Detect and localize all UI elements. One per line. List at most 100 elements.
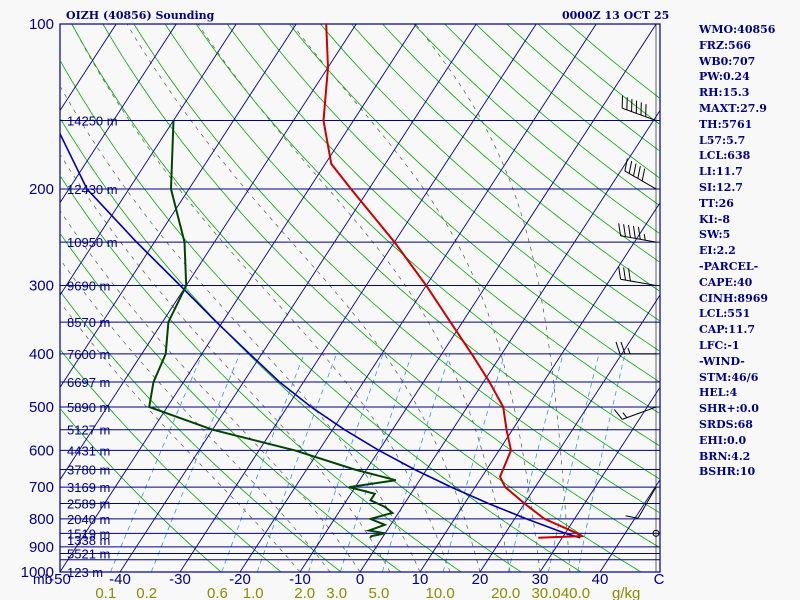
height-label: 2589 m [67, 497, 110, 512]
isotherm-line [59, 23, 117, 111]
index-item: -WIND- [699, 354, 745, 368]
index-item: LI:11.7 [699, 165, 743, 179]
wind-barb-flag [641, 168, 646, 182]
isotherm-line [59, 23, 417, 573]
dry-adiabat-line [351, 23, 661, 292]
index-item: CAP:11.7 [699, 323, 756, 337]
station-title: OIZH (40856) Sounding [66, 9, 215, 22]
wind-barb-shaft [624, 170, 657, 190]
pressure-tick-label: 500 [29, 399, 54, 416]
height-label: 123 m [67, 565, 103, 580]
wind-barb-half-flag [627, 347, 631, 355]
wind-barb-shaft [622, 406, 657, 420]
index-item: EI:2.2 [699, 244, 736, 258]
isotherm-line [359, 110, 661, 573]
temperature-tick-label: -40 [109, 571, 131, 588]
height-label: 12430 m [67, 182, 118, 197]
wind-barb [613, 406, 657, 420]
dry-adiabat-line [257, 23, 661, 383]
wind-barb-flag [620, 341, 626, 355]
height-label: 5890 m [67, 400, 110, 415]
dry-adiabat-line [413, 23, 661, 235]
indices-panel: WMO:40856 FRZ:566 WB0:707 PW:0.24 RH:15.3 MAX… [699, 22, 799, 480]
wind-barb-flag [625, 515, 639, 519]
temperature-tick-label: -50 [49, 571, 71, 588]
height-label: 1519 m [67, 526, 110, 541]
pressure-unit-label: mb [33, 571, 53, 587]
index-item: LFC:-1 [699, 338, 740, 352]
wind-barb [615, 341, 656, 355]
pressure-tick-label: 200 [29, 181, 54, 198]
dry-adiabat-line [382, 23, 661, 263]
dry-adiabat-line [59, 175, 462, 573]
index-item: PW:0.24 [699, 70, 750, 84]
dry-adiabat-line [506, 23, 661, 152]
isotherm-line [119, 23, 477, 573]
sounding-datetime: 0000Z 13 OCT 25 [562, 9, 670, 22]
mixing-ratio-tick-label: 2.0 [294, 585, 315, 600]
pressure-tick-label: 900 [29, 539, 54, 556]
index-item: LCL:551 [699, 307, 751, 321]
height-label: 5127 m [67, 423, 110, 438]
mixing-ratio-tick-label: 1.0 [243, 585, 264, 600]
dry-adiabat-line [59, 290, 342, 573]
index-item: RH:15.3 [699, 86, 750, 100]
wind-barb-flag [628, 224, 631, 238]
isotherm-line [419, 202, 661, 573]
mixing-ratio-tick-label: 3.0 [326, 585, 347, 600]
wind-barb-flag [632, 163, 637, 177]
index-item: EHI:0.0 [699, 433, 747, 447]
wind-barb [625, 486, 657, 519]
height-label: 10950 m [67, 235, 118, 250]
wind-barb [621, 95, 657, 121]
profile-layer [59, 23, 585, 539]
wind-barb-shaft [620, 235, 657, 243]
dry-adiabat-line [59, 117, 522, 573]
wind-barb-shaft [620, 278, 657, 286]
temperature-line [322, 23, 585, 539]
index-item: SI:12.7 [699, 180, 743, 194]
index-item: SW:5 [699, 228, 731, 242]
wind-barb-flag [613, 409, 623, 420]
height-label: 4431 m [67, 443, 110, 458]
index-item: L57:5.7 [699, 133, 746, 147]
pressure-tick-label: 800 [29, 511, 54, 528]
temperature-tick-label: 20 [472, 571, 489, 588]
mixing-ratio-tick-label: 40.0 [561, 585, 590, 600]
pressure-tick-label: 300 [29, 277, 54, 294]
height-label: 3780 m [67, 462, 110, 477]
wind-barb [618, 266, 657, 286]
pressure-tick-label: 1000 [21, 564, 54, 581]
dry-adiabat-line [102, 23, 661, 549]
dry-adiabat-line [195, 23, 661, 447]
wind-barb-flag [618, 266, 622, 280]
pressure-tick-label: 100 [29, 16, 54, 33]
mixing-ratio-tick-label: 5.0 [369, 585, 390, 600]
temperature-tick-label: -20 [229, 571, 251, 588]
temperature-unit-label: C [654, 571, 665, 588]
mixing-ratio-unit-label: g/kg [612, 585, 640, 600]
index-item: STM:46/6 [699, 370, 759, 384]
isotherm-line [59, 23, 237, 296]
wind-barb-flag [618, 223, 622, 236]
wind-barb [618, 223, 657, 243]
height-label: 14250 m [67, 113, 118, 128]
index-item: BRN:4.2 [699, 449, 751, 463]
height-label: 6697 m [67, 375, 110, 390]
wind-barb-shaft [637, 486, 657, 519]
index-item: HEL:4 [699, 386, 738, 400]
index-item: SHR+:0.0 [699, 402, 759, 416]
isotherm-line [59, 23, 357, 480]
index-item: MAXT:27.9 [699, 101, 767, 115]
temperature-tick-label: -10 [289, 571, 311, 588]
index-item: SRDS:68 [699, 417, 753, 431]
wind-barb-flag [628, 160, 633, 174]
wind-barb [624, 158, 657, 190]
height-label: 2040 m [67, 512, 110, 527]
wind-barb-calm [652, 529, 660, 537]
height-label: 9690 m [67, 278, 110, 293]
mixing-ratio-tick-label: 0.1 [95, 585, 116, 600]
mixing-ratio-tick-label: 0.2 [136, 585, 157, 600]
